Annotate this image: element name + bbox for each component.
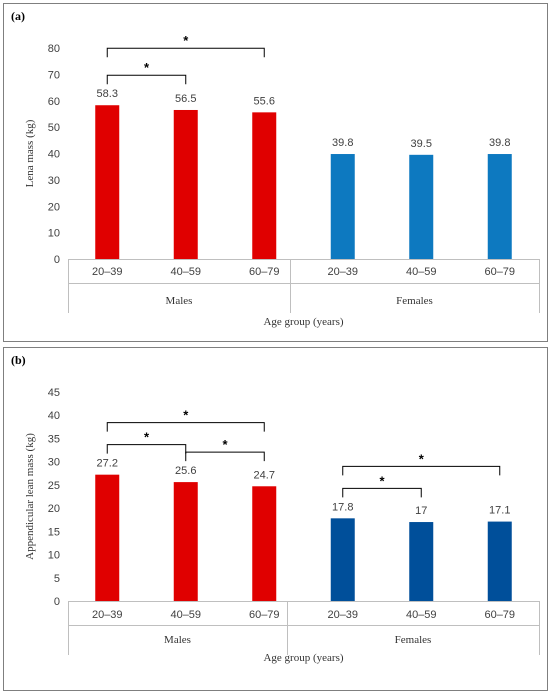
chart-b-xlabel: Age group (years) [263, 652, 343, 664]
chart-b-category-label-3: 20–39 [327, 609, 358, 621]
chart-b-value-label-1: 25.6 [175, 465, 196, 477]
chart-b-bar-3 [330, 518, 355, 601]
chart-b-significance-bracket-2 [106, 444, 187, 454]
chart-b-ytick-4: 20 [48, 503, 60, 515]
chart-b-significance-bracket-3 [342, 465, 501, 476]
chart-b-bar-5 [487, 521, 512, 601]
chart-b-category-label-1: 40–59 [170, 609, 201, 621]
chart-b-ytick-3: 15 [48, 526, 60, 538]
chart-b-category-label-2: 60–79 [249, 609, 280, 621]
chart-a-category-label-2: 60–79 [249, 266, 280, 278]
chart-a-bar-3 [330, 154, 355, 259]
chart-b-significance-star-4: * [379, 473, 385, 488]
chart-a-bar-5 [487, 154, 512, 259]
chart-a-ytick-0: 0 [54, 254, 60, 266]
chart-a-category-label-4: 40–59 [406, 266, 437, 278]
chart-a-ytick-6: 60 [48, 96, 60, 108]
chart-a-group-label-1: Females [396, 295, 433, 307]
chart-panel-b: (b) 0 5 10 15 20 25 30 35 40 45 Appendicular lean … [3, 347, 548, 691]
chart-a-category-label-0: 20–39 [92, 266, 123, 278]
chart-b-ytick-9: 45 [48, 387, 60, 399]
chart-a-significance-bracket-0 [106, 47, 265, 58]
chart-b-ylabel: Appendicular lean mass (kg) [24, 433, 36, 560]
chart-b-value-label-3: 17.8 [332, 501, 353, 513]
chart-a-ytick-2: 20 [48, 201, 60, 213]
chart-b-significance-star-2: * [144, 430, 150, 445]
panel-label-a: (a) [11, 9, 25, 23]
chart-a-significance-star-1: * [144, 60, 150, 75]
chart-b-bar-0 [95, 474, 120, 601]
chart-b-category-label-0: 20–39 [92, 609, 123, 621]
chart-a-value-label-2: 55.6 [254, 95, 275, 107]
chart-a-value-label-3: 39.8 [332, 137, 353, 149]
chart-b-ytick-6: 30 [48, 457, 60, 469]
chart-a-ytick-5: 50 [48, 122, 60, 134]
chart-b-value-label-2: 24.7 [254, 469, 275, 481]
chart-a-svg: 0 10 20 30 40 50 60 70 80 Lena mass (kg) 58.3 20–39… [24, 33, 540, 328]
chart-b-significance-star-1: * [222, 437, 228, 452]
chart-a-ytick-4: 40 [48, 149, 60, 161]
chart-a-bar-4 [409, 154, 434, 259]
chart-b-svg: 0 5 10 15 20 25 30 35 40 45 Appendicular lean mass… [24, 387, 540, 664]
chart-a-ytick-1: 10 [48, 228, 60, 240]
chart-a-ytick-7: 70 [48, 69, 60, 81]
chart-b-significance-bracket-4 [342, 487, 422, 498]
chart-b-bar-1 [173, 482, 198, 601]
chart-a-bar-2 [252, 112, 277, 259]
chart-b-ytick-1: 5 [54, 573, 60, 585]
chart-b-significance-star-3: * [419, 451, 425, 466]
chart-b-ytick-7: 35 [48, 433, 60, 445]
chart-a-ytick-8: 80 [48, 43, 60, 55]
chart-a-bar-1 [173, 109, 198, 259]
panel-label-b: (b) [11, 353, 26, 367]
chart-a-value-label-5: 39.8 [489, 137, 510, 149]
chart-a-significance-star-0: * [183, 33, 189, 48]
chart-b-group-label-0: Males [164, 634, 191, 646]
chart-a-value-label-0: 58.3 [97, 88, 118, 100]
chart-b-category-label-5: 60–79 [484, 609, 515, 621]
chart-b-value-label-5: 17.1 [489, 505, 510, 517]
chart-b-value-label-4: 17 [415, 505, 427, 517]
chart-b-significance-star-0: * [183, 408, 189, 423]
chart-a-ylabel: Lena mass (kg) [24, 119, 36, 187]
chart-a-group-label-0: Males [166, 295, 193, 307]
chart-a-value-label-4: 39.5 [411, 138, 432, 150]
chart-b-value-label-0: 27.2 [97, 458, 118, 470]
chart-a-significance-bracket-1 [106, 74, 187, 85]
chart-a-ytick-3: 30 [48, 175, 60, 187]
chart-b-group-label-1: Females [395, 634, 432, 646]
chart-a-xlabel: Age group (years) [263, 316, 343, 328]
chart-b-ytick-2: 10 [48, 550, 60, 562]
chart-a-bar-0 [95, 105, 120, 259]
chart-a-category-label-1: 40–59 [170, 266, 201, 278]
chart-b-significance-bracket-0 [106, 422, 265, 432]
chart-a-category-label-3: 20–39 [327, 266, 358, 278]
chart-b-significance-bracket-1 [185, 451, 265, 462]
chart-panel-a: (a) 0 10 20 30 40 50 60 70 80 Lena mass (kg) 58.3 2… [3, 3, 548, 342]
chart-a-value-label-1: 56.5 [175, 93, 196, 105]
chart-b-ytick-0: 0 [54, 596, 60, 608]
chart-b-ytick-5: 25 [48, 480, 60, 492]
chart-b-bar-2 [252, 486, 277, 601]
chart-b-bar-4 [409, 522, 434, 601]
chart-b-ytick-8: 40 [48, 410, 60, 422]
chart-a-category-label-5: 60–79 [484, 266, 515, 278]
chart-b-category-label-4: 40–59 [406, 609, 437, 621]
